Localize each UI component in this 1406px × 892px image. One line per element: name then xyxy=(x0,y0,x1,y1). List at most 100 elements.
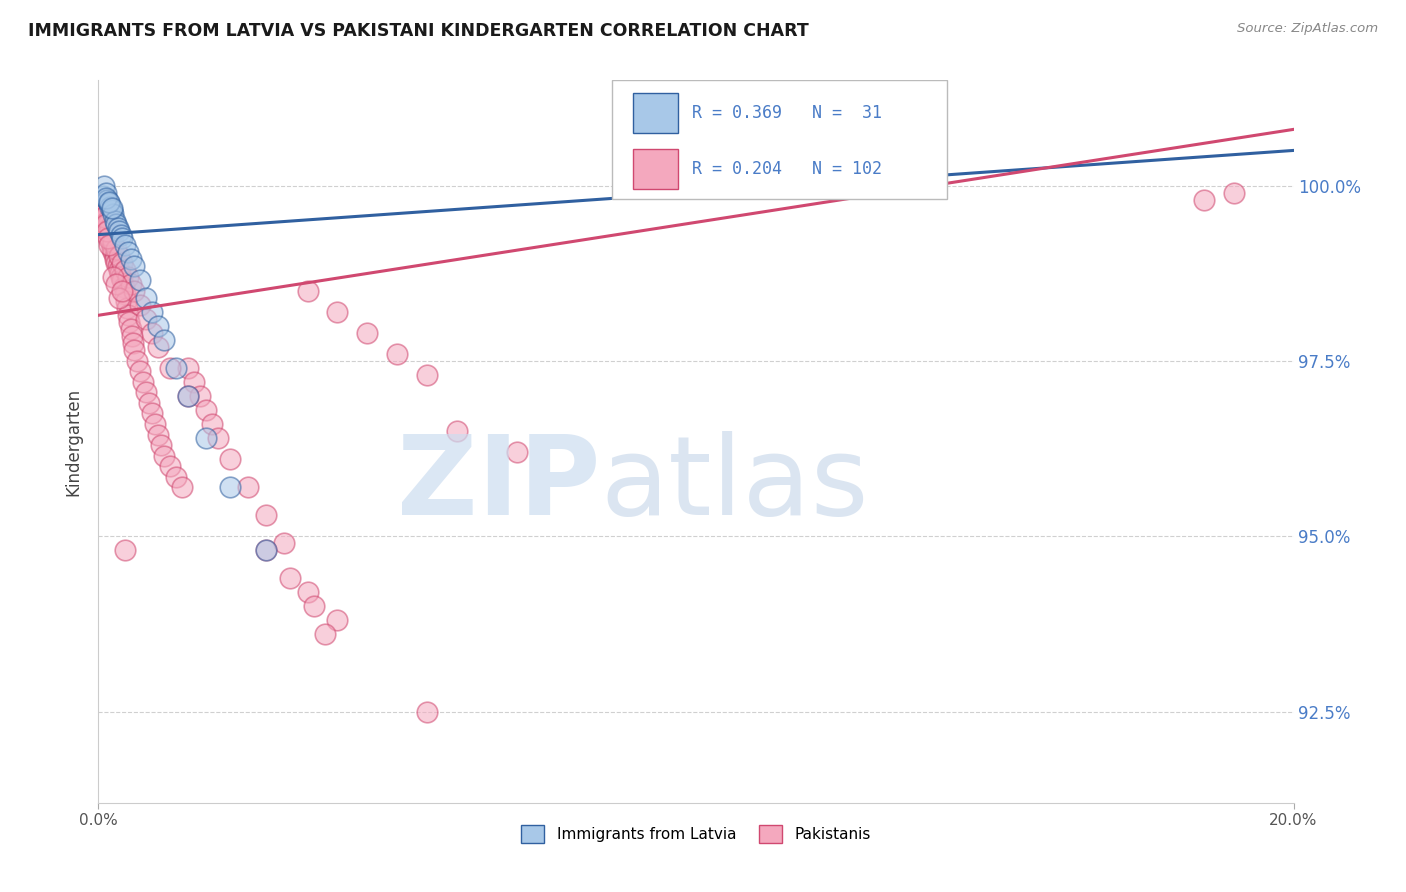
Point xyxy=(188,389,211,403)
Point xyxy=(165,469,187,483)
Point xyxy=(219,452,242,467)
Point xyxy=(120,252,142,267)
Point xyxy=(107,262,129,277)
Point xyxy=(278,571,301,585)
Point xyxy=(219,480,242,494)
Point xyxy=(90,213,112,227)
Point xyxy=(111,273,134,287)
Point xyxy=(108,249,131,263)
Point xyxy=(177,389,200,403)
Y-axis label: Kindergarten: Kindergarten xyxy=(65,387,83,496)
Point xyxy=(177,389,200,403)
Point xyxy=(153,333,176,347)
Point xyxy=(108,224,131,238)
Text: atlas: atlas xyxy=(600,432,869,539)
Point xyxy=(148,427,170,442)
Point xyxy=(195,403,218,417)
Point xyxy=(132,375,155,389)
Point xyxy=(97,194,120,209)
Point xyxy=(207,431,229,445)
Point xyxy=(98,238,121,252)
Point xyxy=(108,266,131,280)
Point xyxy=(183,375,205,389)
Point xyxy=(416,368,439,382)
Point xyxy=(105,277,128,291)
Point xyxy=(254,543,277,558)
Point xyxy=(172,480,194,494)
Text: R = 0.369   N =  31: R = 0.369 N = 31 xyxy=(692,104,883,122)
Point xyxy=(100,235,122,249)
Point xyxy=(107,220,129,235)
Point xyxy=(96,206,118,220)
Point xyxy=(94,193,117,207)
Point xyxy=(117,245,139,260)
Point xyxy=(101,242,124,256)
Point xyxy=(129,364,152,378)
Point xyxy=(115,294,138,309)
Point xyxy=(297,585,319,599)
Point xyxy=(112,280,135,294)
Text: R = 0.204   N = 102: R = 0.204 N = 102 xyxy=(692,160,883,178)
Point xyxy=(177,360,200,375)
Point xyxy=(96,191,118,205)
Point xyxy=(135,311,157,326)
Point xyxy=(111,231,134,245)
Point xyxy=(96,224,118,238)
Point xyxy=(103,269,125,284)
Point xyxy=(120,277,142,291)
Point xyxy=(124,259,146,273)
Point xyxy=(114,238,136,252)
Point xyxy=(129,273,152,287)
Point xyxy=(135,291,157,305)
Point xyxy=(96,196,118,211)
FancyBboxPatch shape xyxy=(613,80,948,200)
Point xyxy=(115,301,138,316)
Point xyxy=(120,322,142,336)
Point xyxy=(110,227,132,242)
Point xyxy=(124,284,146,298)
Point xyxy=(118,315,141,329)
Point xyxy=(91,189,114,203)
Point xyxy=(103,206,125,220)
Point xyxy=(315,627,337,641)
Point xyxy=(195,431,218,445)
Point xyxy=(236,480,259,494)
Point xyxy=(135,385,157,400)
Point xyxy=(297,284,319,298)
Text: ZIP: ZIP xyxy=(396,432,600,539)
Point xyxy=(96,193,118,207)
Point xyxy=(93,210,115,224)
Point xyxy=(326,614,349,628)
Point xyxy=(114,543,136,558)
Point xyxy=(924,178,946,193)
Point xyxy=(93,178,115,193)
Point xyxy=(148,340,170,354)
Point xyxy=(94,210,117,224)
Point xyxy=(94,186,117,200)
Point xyxy=(105,217,128,231)
Point xyxy=(356,326,378,340)
Point xyxy=(254,543,277,558)
Point xyxy=(117,269,139,284)
Point xyxy=(129,298,152,312)
Point xyxy=(97,220,120,235)
Point xyxy=(100,201,122,215)
Point xyxy=(104,213,127,227)
Point xyxy=(98,200,122,214)
Point xyxy=(122,336,145,351)
Point xyxy=(103,235,125,249)
Point xyxy=(94,217,117,231)
Point xyxy=(254,508,277,523)
Point xyxy=(141,326,163,340)
Point xyxy=(98,224,121,238)
Point xyxy=(96,213,118,227)
Point xyxy=(1223,186,1246,200)
Point xyxy=(143,417,166,431)
Point xyxy=(93,202,115,217)
Point xyxy=(127,354,149,368)
Point xyxy=(103,249,125,263)
Point xyxy=(326,305,349,319)
Point xyxy=(110,269,132,284)
Point xyxy=(385,347,409,361)
Point xyxy=(165,360,187,375)
